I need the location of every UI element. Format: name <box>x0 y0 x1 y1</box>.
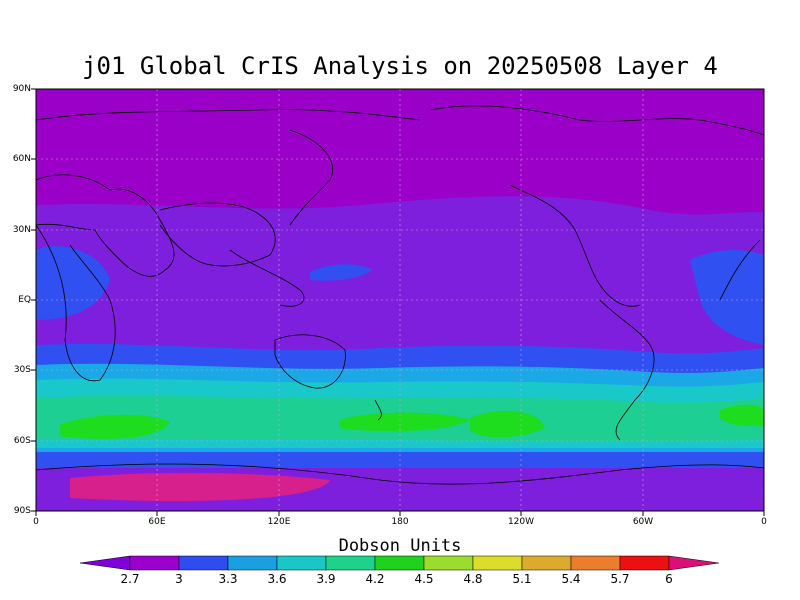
colorbar-tick-label: 3.9 <box>316 572 336 586</box>
colorbar-tick-label: 5.1 <box>512 572 532 586</box>
lat-label-90n: 90N <box>12 84 31 94</box>
lon-label-120e: 120E <box>267 517 291 527</box>
colorbar-tick-label: 6 <box>665 572 673 586</box>
magenta-antarctic <box>70 472 330 501</box>
colorbar-tick-label: 5.4 <box>561 572 581 586</box>
blue-pacific-patch <box>310 264 372 281</box>
colorbar-tick-label: 4.8 <box>463 572 483 586</box>
green-blob-4 <box>720 404 764 427</box>
lat-label-30s: 30S <box>13 365 31 375</box>
colorbar-segment <box>472 555 523 571</box>
green-blob-1 <box>60 414 170 440</box>
lon-label-0-west: 0 <box>33 517 39 527</box>
colorbar-segment <box>570 555 621 571</box>
green-blob-2 <box>340 412 470 432</box>
lat-label-30n: 30N <box>12 225 31 235</box>
colorbar-tick-label: 5.7 <box>610 572 630 586</box>
colorbar-segment <box>129 555 180 571</box>
lon-label-60e: 60E <box>148 517 166 527</box>
colorbar-segment <box>619 555 670 571</box>
contour-field <box>36 89 764 511</box>
lon-label-180: 180 <box>391 517 409 527</box>
colorbar-tick-label: 4.5 <box>414 572 434 586</box>
blue-east-lobe <box>690 250 764 345</box>
coastlines <box>36 105 764 485</box>
colorbar-segment <box>423 555 474 571</box>
colorbar-units-label: Dobson Units <box>338 536 462 556</box>
blue-west-lobe <box>36 246 110 320</box>
tick-marks <box>31 88 765 516</box>
colorbar-segment <box>227 555 278 571</box>
lat-label-eq: EQ <box>18 295 31 305</box>
lat-label-60s: 60S <box>13 436 31 446</box>
graticule <box>36 89 764 511</box>
lat-label-90s: 90S <box>13 506 31 516</box>
colorbar-segment <box>178 555 229 571</box>
colorbar-tick-label: 3 <box>175 572 183 586</box>
colorbar-arrow-high <box>668 555 720 571</box>
colorbar-segment <box>521 555 572 571</box>
map-title: j01 Global CrIS Analysis on 20250508 Lay… <box>82 52 718 80</box>
colorbar-segment <box>374 555 425 571</box>
colorbar-arrow-low <box>79 555 131 571</box>
colorbar-tick-label: 4.2 <box>365 572 385 586</box>
colorbar-segment <box>276 555 327 571</box>
colorbar-tick-label: 3.6 <box>267 572 287 586</box>
colorbar-segment <box>325 555 376 571</box>
green-blob-3 <box>470 410 545 438</box>
lat-label-60n: 60N <box>12 154 31 164</box>
lon-label-120w: 120W <box>507 517 535 527</box>
lon-label-60w: 60W <box>632 517 654 527</box>
colorbar-tick-label: 3.3 <box>218 572 238 586</box>
colorbar-tick-label: 2.7 <box>120 572 140 586</box>
lon-label-0-east: 0 <box>761 517 767 527</box>
